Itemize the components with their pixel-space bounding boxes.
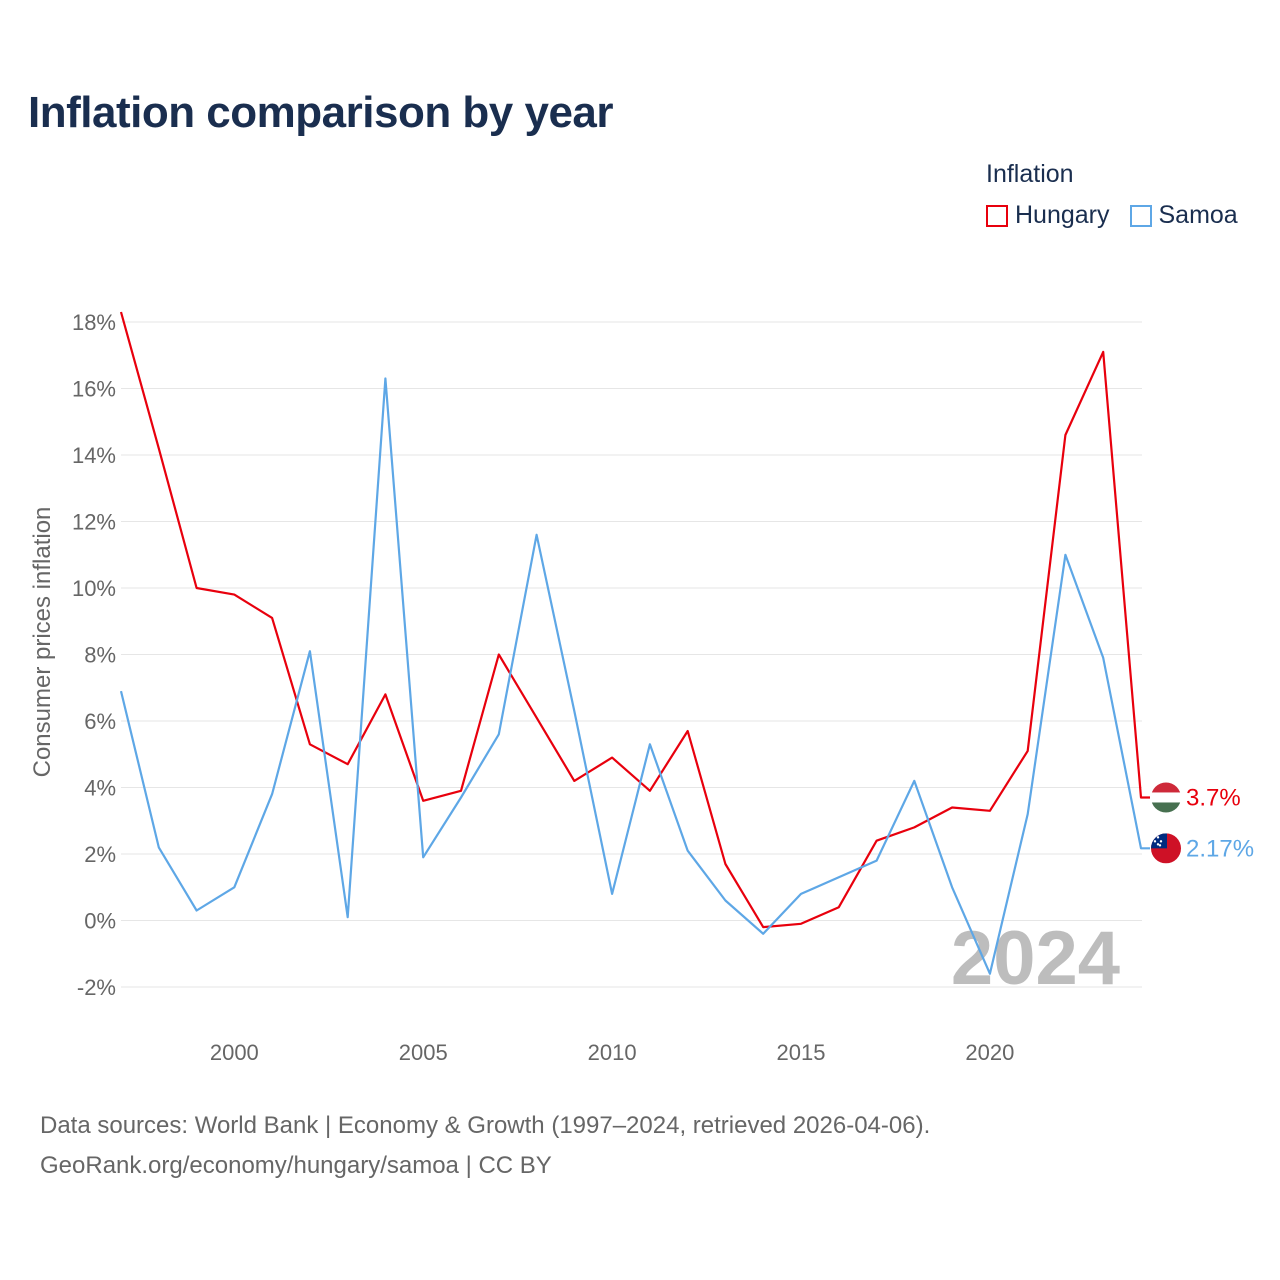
legend-label-samoa: Samoa: [1158, 201, 1238, 229]
end-label-samoa: 2.17%: [1186, 835, 1254, 862]
x-tick-label: 2020: [965, 1040, 1014, 1065]
y-tick-label: 18%: [72, 310, 116, 335]
legend-title: Inflation: [986, 160, 1074, 188]
series-line-hungary[interactable]: [119, 311, 1150, 929]
series-line-samoa[interactable]: [119, 377, 1150, 975]
footer: Data sources: World Bank | Economy & Gro…: [40, 1106, 930, 1186]
x-tick-label: 2010: [588, 1040, 637, 1065]
y-axis-label: Consumer prices inflation: [29, 507, 56, 778]
x-tick-label: 2005: [399, 1040, 448, 1065]
y-tick-label: 4%: [84, 776, 116, 801]
samoa-flag-icon: [1151, 833, 1181, 864]
y-tick-label: 10%: [72, 576, 116, 601]
y-tick-label: 2%: [84, 842, 116, 867]
legend-swatch-hungary: [986, 204, 1008, 227]
x-tick-label: 2000: [210, 1040, 259, 1065]
y-tick-label: 8%: [84, 643, 116, 668]
legend-label-hungary: Hungary: [1015, 201, 1110, 229]
chart-title: Inflation comparison by year: [28, 88, 614, 137]
y-tick-label: -2%: [77, 975, 116, 1000]
hungary-flag-icon: [1151, 782, 1181, 813]
y-tick-label: 14%: [72, 443, 116, 468]
y-tick-label: 16%: [72, 377, 116, 402]
legend-item-hungary[interactable]: Hungary: [986, 201, 1110, 230]
legend-swatch-samoa: [1129, 204, 1152, 227]
x-tick-label: 2015: [777, 1040, 826, 1065]
footer-url: GeoRank.org/economy/hungary/samoa | CC B…: [40, 1152, 552, 1179]
y-tick-label: 0%: [84, 909, 116, 934]
y-tick-label: 12%: [72, 510, 116, 535]
legend: Inflation Hungary Samoa: [986, 160, 1238, 230]
y-tick-label: 6%: [84, 709, 116, 734]
year-watermark: 2024: [951, 916, 1120, 1001]
footer-sources: Data sources: World Bank | Economy & Gro…: [40, 1112, 931, 1139]
end-label-hungary: 3.7%: [1186, 784, 1241, 811]
legend-item-samoa[interactable]: Samoa: [1129, 201, 1238, 230]
